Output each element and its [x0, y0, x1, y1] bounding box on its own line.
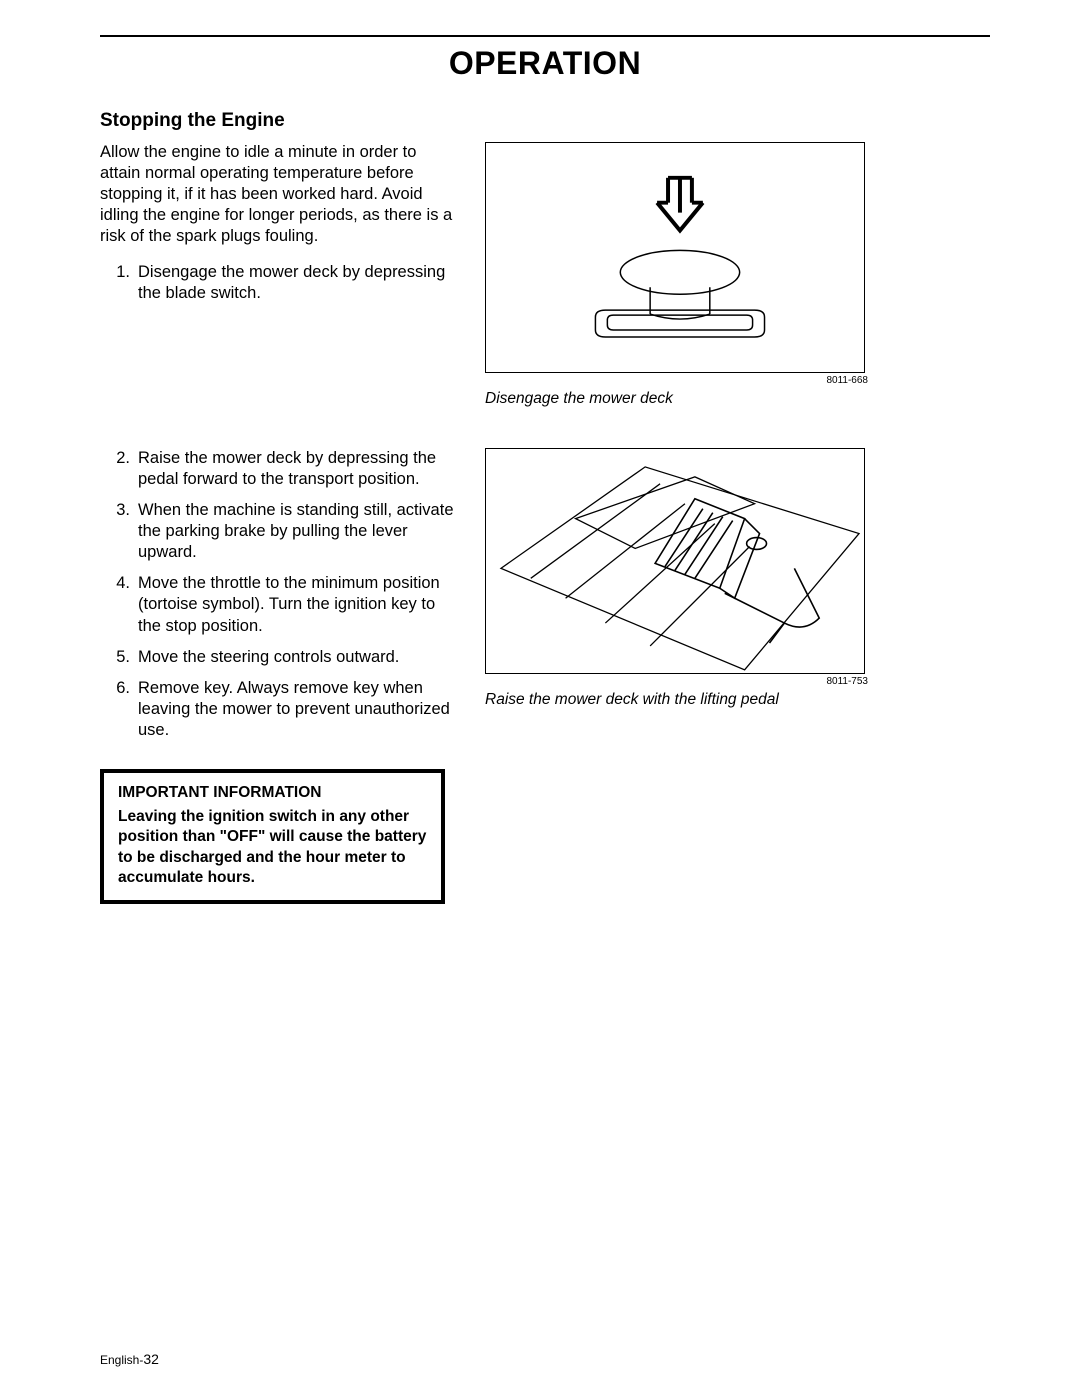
intro-paragraph: Allow the engine to idle a minute in ord…: [100, 142, 455, 248]
blade-switch-illustration: [486, 143, 864, 372]
figure-2: [485, 448, 865, 674]
figure-1-id: 8011-668: [485, 375, 870, 386]
left-column-1: Allow the engine to idle a minute in ord…: [100, 142, 455, 408]
step-list-b: Raise the mower deck by depressing the p…: [100, 448, 455, 741]
footer-language: English-: [100, 1353, 143, 1367]
lifting-pedal-illustration: [486, 449, 864, 673]
top-rule: [100, 35, 990, 37]
content-block-1: Allow the engine to idle a minute in ord…: [100, 142, 990, 408]
figure-2-id: 8011-753: [485, 676, 870, 687]
section-heading: Stopping the Engine: [100, 110, 990, 132]
right-column-1: 8011-668 Disengage the mower deck: [485, 142, 870, 408]
step-item: Raise the mower deck by depressing the p…: [134, 448, 455, 490]
footer-page-number: 32: [143, 1351, 159, 1367]
page-title: OPERATION: [100, 45, 990, 82]
step-item: Move the steering controls outward.: [134, 647, 455, 668]
important-info-box: IMPORTANT INFORMATION Leaving the igniti…: [100, 769, 445, 904]
step-item: Move the throttle to the minimum positio…: [134, 573, 455, 636]
content-block-2: Raise the mower deck by depressing the p…: [100, 448, 990, 904]
step-item: Remove key. Always remove key when leavi…: [134, 678, 455, 741]
figure-1: [485, 142, 865, 373]
step-item: Disengage the mower deck by depressing t…: [134, 262, 455, 304]
figure-1-caption: Disengage the mower deck: [485, 390, 870, 408]
step-list-a: Disengage the mower deck by depressing t…: [100, 262, 455, 304]
right-column-2: 8011-753 Raise the mower deck with the l…: [485, 448, 870, 904]
left-column-2: Raise the mower deck by depressing the p…: [100, 448, 455, 904]
manual-page: OPERATION Stopping the Engine Allow the …: [0, 0, 1080, 1397]
info-box-title: IMPORTANT INFORMATION: [118, 783, 427, 803]
info-box-body: Leaving the ignition switch in any other…: [118, 807, 427, 888]
step-item: When the machine is standing still, acti…: [134, 500, 455, 563]
figure-2-caption: Raise the mower deck with the lifting pe…: [485, 691, 870, 709]
page-footer: English-32: [100, 1351, 159, 1367]
